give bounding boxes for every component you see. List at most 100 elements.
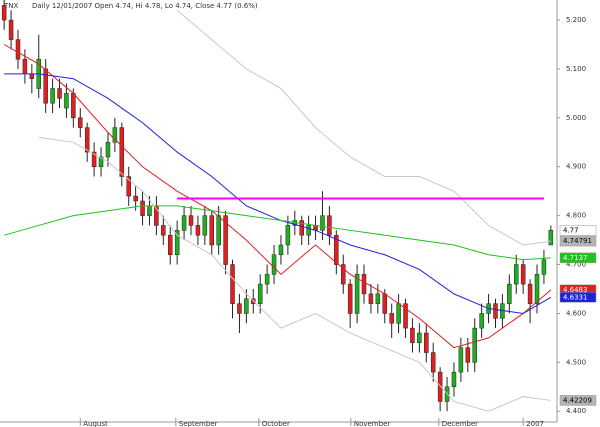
x-tick-label: October [262, 420, 290, 427]
candle-body [257, 283, 263, 304]
price-flag-label: 4.42209 [563, 396, 592, 404]
candle-body [306, 225, 311, 236]
candle-body [84, 127, 90, 153]
candle-body [98, 156, 104, 167]
chart-title: Daily 12/01/2007 Open 4.74, Hi 4.78, Lo … [32, 2, 258, 10]
price-flag-label: 4.6483 [563, 286, 588, 294]
candle-body [174, 230, 180, 256]
candle-body [417, 332, 422, 344]
y-tick-label: 4.800 [566, 212, 586, 220]
price-flag [559, 292, 597, 303]
candle-body [368, 293, 374, 304]
candle-body [465, 347, 471, 363]
y-tick-label: 4.700 [566, 261, 586, 269]
price-flag [559, 395, 597, 406]
y-tick-label: 5.200 [566, 16, 586, 24]
y-tick-label: 4.900 [566, 163, 586, 171]
candle-body [91, 151, 97, 167]
candle-body [354, 274, 360, 314]
price-flag-label: 4.74791 [563, 237, 592, 245]
y-tick-label: 4.400 [566, 407, 586, 415]
candle-body [520, 264, 526, 285]
x-tick-label: 2007 [526, 420, 544, 427]
price-flag-label: 4.77 [563, 226, 579, 234]
x-tick-label: November [354, 420, 391, 427]
candle-body [105, 142, 111, 158]
candle-body [437, 371, 443, 402]
candle-body [534, 274, 540, 304]
candle-body [451, 371, 457, 388]
candle-body [22, 58, 28, 75]
candle-body [140, 200, 145, 216]
candle-body [1, 5, 7, 21]
candle-body [340, 264, 346, 285]
candle-body [78, 117, 83, 128]
candle-body [320, 215, 325, 231]
candle-body [119, 127, 125, 177]
candle-body [334, 234, 339, 265]
x-tick-label: December [442, 420, 478, 427]
candle-body [195, 225, 201, 236]
candle-body [181, 215, 187, 231]
candle-body [327, 215, 332, 236]
overlay-line [176, 9, 551, 246]
candle-body [479, 313, 484, 329]
candle-body [410, 327, 415, 344]
candle-body [278, 244, 284, 256]
price-flag-label: 4.6331 [563, 293, 588, 301]
y-tick-label: 4.600 [566, 309, 586, 317]
candle-body [133, 195, 138, 202]
price-flag [559, 225, 597, 236]
plot-area [0, 0, 557, 422]
candle-body [271, 254, 277, 275]
candle-body [43, 68, 48, 104]
candle-body [112, 127, 118, 143]
candle-body [29, 73, 35, 79]
candle-body [361, 274, 367, 295]
candle-body [230, 264, 235, 304]
candle-body [8, 19, 14, 40]
candle-body [285, 225, 291, 246]
candle-body [147, 205, 152, 216]
candle-body [57, 88, 62, 99]
candle-body [223, 215, 228, 265]
candle-body [430, 352, 436, 373]
price-flag-label: 4.7137 [563, 254, 588, 262]
candle-body [472, 327, 477, 363]
candle-body [188, 215, 194, 226]
candle-body [389, 313, 394, 324]
candle-body [548, 230, 554, 246]
candle-body [50, 88, 55, 104]
candle-body [237, 303, 242, 314]
price-flag [559, 235, 597, 247]
candle-body [396, 303, 401, 324]
candle-body [403, 303, 408, 329]
candle-body [161, 225, 166, 236]
overlay-line [38, 136, 551, 412]
y-tick-label: 5.000 [566, 114, 586, 122]
candle-body [424, 332, 429, 353]
candle-body [458, 347, 464, 373]
candle-body [507, 283, 512, 304]
candle-body [15, 39, 21, 60]
candle-body [382, 293, 388, 314]
candle-body [493, 303, 498, 319]
candle-body [347, 283, 353, 314]
candle-body [209, 215, 215, 246]
candle-body [167, 234, 173, 256]
price-flag [559, 252, 597, 264]
candle-body [244, 298, 249, 314]
candle-body [264, 274, 270, 285]
overlay-line [3, 44, 552, 349]
candle-body [299, 220, 304, 236]
x-tick-label: September [179, 420, 218, 427]
y-tick-label: 4.500 [566, 358, 586, 366]
x-tick-label: August [83, 420, 108, 427]
candle-body [513, 264, 519, 285]
candle-body [202, 215, 208, 236]
y-tick-label: 5.100 [566, 65, 586, 73]
candle-body [375, 293, 381, 304]
candle-body [71, 93, 76, 119]
